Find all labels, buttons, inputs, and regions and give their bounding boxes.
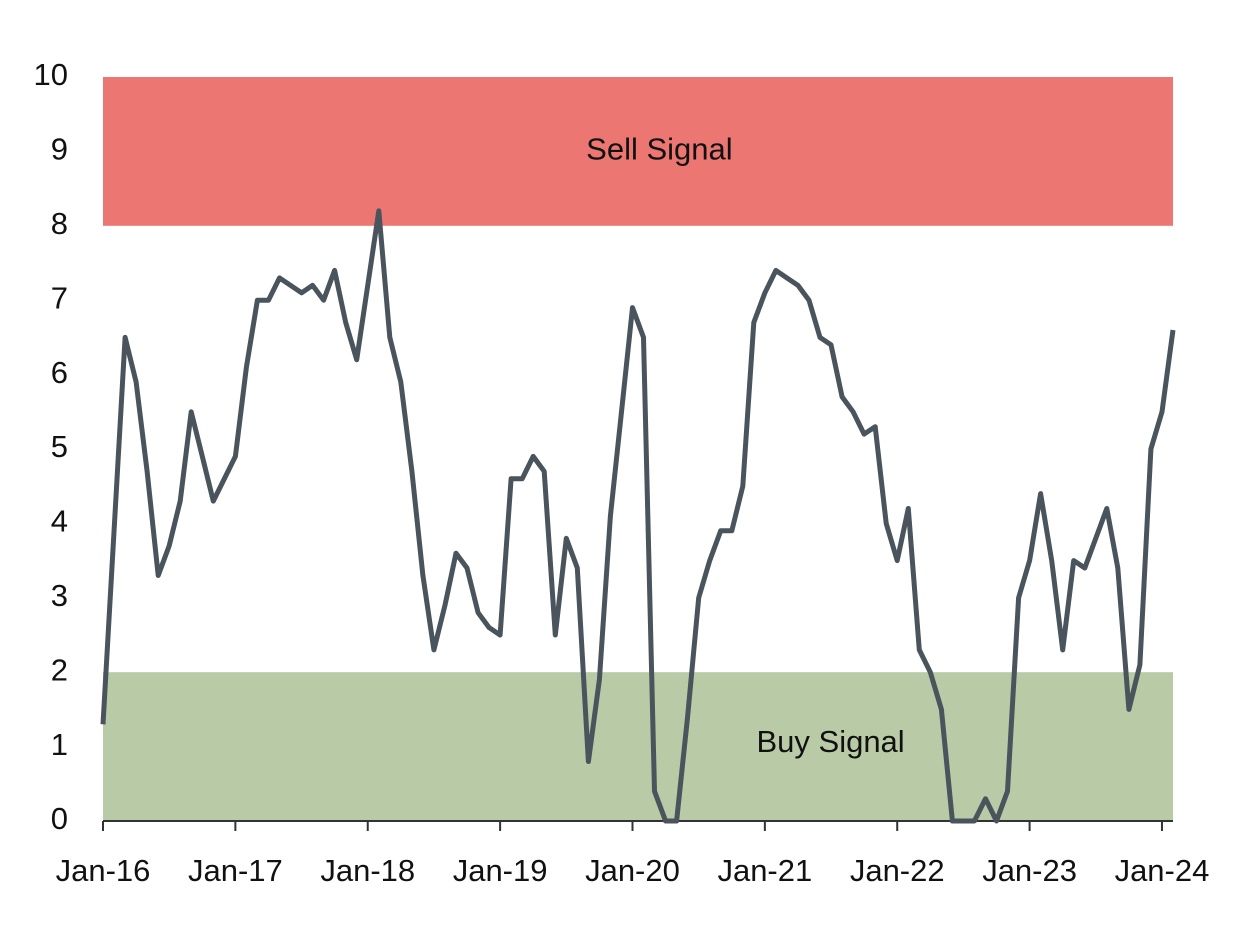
band-label: Sell Signal [586, 132, 732, 167]
y-tick-label: 6 [51, 355, 68, 390]
x-tick-label: Jan-21 [717, 853, 812, 888]
y-tick-label: 8 [51, 206, 68, 241]
y-tick-label: 9 [51, 132, 68, 167]
x-tick-label: Jan-17 [188, 853, 283, 888]
line-series [100, 208, 1176, 824]
signal-band [103, 77, 1173, 226]
x-tick-label: Jan-20 [585, 853, 680, 888]
band-label: Buy Signal [756, 724, 904, 759]
x-tick-label: Jan-19 [453, 853, 548, 888]
signal-band [103, 672, 1173, 821]
y-tick-label: 2 [51, 652, 68, 687]
y-tick-label: 0 [51, 801, 68, 836]
y-tick-label: 3 [51, 578, 68, 613]
y-tick-label: 10 [34, 57, 68, 92]
y-tick-label: 5 [51, 429, 68, 464]
x-tick-label: Jan-18 [320, 853, 415, 888]
x-tick-label: Jan-23 [982, 853, 1077, 888]
x-tick-label: Jan-24 [1115, 853, 1210, 888]
y-tick-label: 4 [51, 504, 68, 539]
x-tick-label: Jan-16 [56, 853, 151, 888]
y-tick-label: 7 [51, 280, 68, 315]
x-tick-label: Jan-22 [850, 853, 945, 888]
y-tick-label: 1 [51, 727, 68, 762]
